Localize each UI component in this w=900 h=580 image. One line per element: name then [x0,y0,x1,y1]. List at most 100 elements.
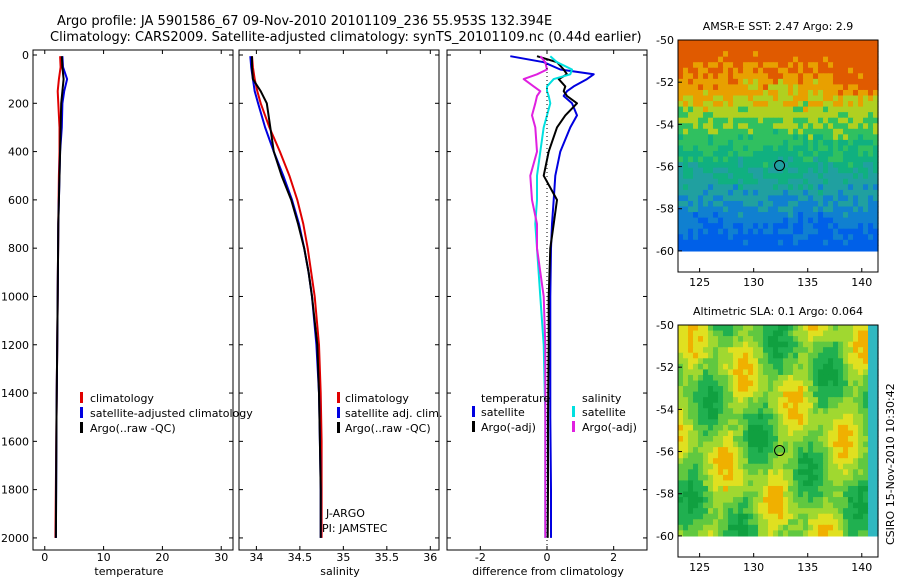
map-cell [768,134,774,141]
map-cell [858,336,864,343]
map-cell [858,452,864,459]
x-tick-label: 34.5 [288,551,313,564]
map-cell [813,336,819,343]
map-cell [833,84,839,91]
map-cell [833,424,839,432]
map-cell [733,469,739,476]
map-cell [858,441,864,448]
map-cell [818,463,824,470]
map-cell [693,195,699,202]
map-cell [788,134,794,141]
map-cell [728,56,734,63]
map-cell [738,173,744,180]
map-cell [758,452,764,459]
map-cell [728,336,734,343]
map-cell [808,45,814,52]
map-cell [763,212,769,219]
map-cell [678,151,684,158]
map-cell [803,45,809,52]
map-cell [733,40,739,47]
map-cell [843,228,849,235]
map-cell [758,519,764,526]
map-cell [848,189,854,197]
map-cell [808,78,814,85]
map-cell [813,184,819,191]
map-cell [853,469,859,476]
map-cell [838,112,844,119]
x-tick-label: 30 [214,551,228,564]
map-cell [858,352,864,359]
map-cell [698,40,704,47]
map-cell [718,51,724,58]
map-cell [723,223,729,230]
map-cell [793,524,799,531]
map-cell [713,139,719,147]
map-cell [793,106,799,113]
temperature-lines [54,56,69,538]
map-cell [748,95,754,102]
map-cell [718,239,724,246]
map-cell [748,424,754,432]
map-cell [763,223,769,230]
map-cell [783,491,789,498]
map-cell [808,62,814,69]
map-cell [773,341,779,348]
map-cell [683,173,689,180]
map-cell [843,391,849,398]
map-cell [803,139,809,147]
map-cell [763,491,769,498]
map-cell [738,391,744,398]
map-cell [833,325,839,332]
map-cell [688,234,694,241]
map-cell [853,485,859,493]
map-cell [783,56,789,63]
map-cell [793,408,799,415]
map-cell [793,56,799,63]
legend-swatch-climatology [80,392,83,403]
map-cell [753,452,759,459]
map-cell [873,56,879,63]
map-cell [858,239,864,246]
map-cell [758,40,764,47]
map-cell [803,101,809,108]
map-cell [793,469,799,476]
map-cell [828,184,834,191]
map-cell [688,78,694,85]
map-cell [818,491,824,498]
map-cell [853,391,859,398]
map-cell [808,469,814,476]
map-cell [743,391,749,398]
map-cell [868,217,874,224]
map-cell [768,84,774,91]
map-cell [763,134,769,141]
map-cell [758,184,764,191]
map-cell [808,447,814,454]
map-cell [728,391,734,398]
map-cell [833,89,839,97]
map-cell [733,408,739,415]
map-cell [713,67,719,74]
map-cell [703,441,709,448]
map-cell [768,234,774,241]
map-cell [753,117,759,124]
map-cell [713,513,719,520]
map-cell [823,386,829,393]
map-cell [803,358,809,365]
map-cell [713,145,719,152]
map-cell [748,134,754,141]
map-cell [813,497,819,504]
map-cell [813,89,819,97]
map-cell [788,62,794,69]
map-cell [833,352,839,359]
map-cell [713,491,719,498]
map-cell [823,336,829,343]
map-cell [843,374,849,382]
map-cell [698,358,704,365]
map-cell [708,62,714,69]
map-cell [838,173,844,180]
map-cell [748,386,754,393]
map-cell [748,206,754,213]
map-cell [838,341,844,348]
map-cell [723,524,729,531]
map-cell [698,200,704,208]
